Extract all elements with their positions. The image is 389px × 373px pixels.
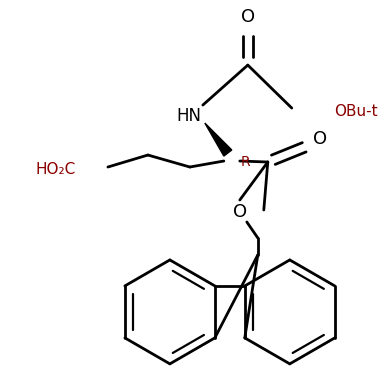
Polygon shape bbox=[205, 123, 232, 156]
Text: OBu-t: OBu-t bbox=[334, 104, 377, 119]
Text: O: O bbox=[313, 130, 327, 148]
Text: O: O bbox=[241, 8, 255, 26]
Text: R: R bbox=[241, 155, 251, 169]
Text: HO₂C: HO₂C bbox=[36, 162, 76, 176]
Text: O: O bbox=[233, 203, 247, 221]
Text: HN: HN bbox=[176, 107, 202, 125]
